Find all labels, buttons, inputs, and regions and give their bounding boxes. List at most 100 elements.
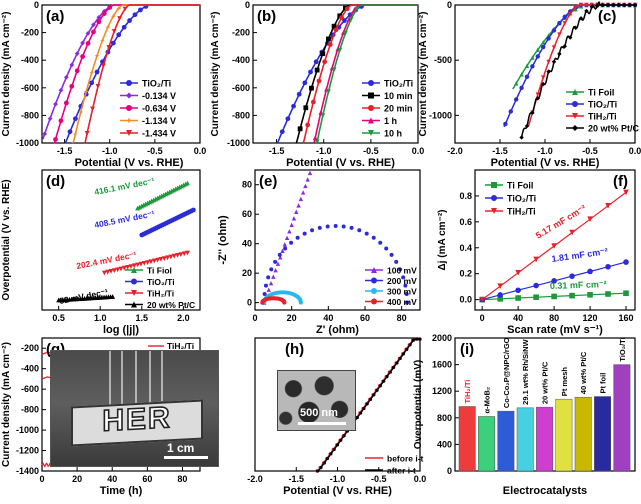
panel-a-series-marker (117, 16, 123, 21)
panel-a-xlabel: Potential (V vs. RHE) (75, 157, 184, 169)
panel-a-series-marker (96, 19, 102, 25)
panel-b-xtick-label: -1.0 (316, 146, 332, 156)
panel-a-series-marker (132, 12, 138, 18)
panel-f-series-marker (569, 273, 575, 279)
panel-e-series-marker (357, 228, 362, 233)
panel-a-series-marker (110, 13, 116, 19)
panel-e-legend-label: 300 mV (387, 287, 417, 297)
panel-b-series-marker (314, 67, 320, 73)
panel-c-xtick-label: -2.0 (447, 146, 463, 156)
panel-a-series-marker (58, 87, 64, 93)
panel-c-series-marker (562, 21, 567, 26)
panel-a-legend-marker (126, 80, 132, 86)
photo-scale-text: 1 cm (167, 441, 195, 455)
panel-f-series-marker (587, 292, 593, 298)
panel-d-ylabel: Overpotential (V vs. RHE) (1, 179, 12, 300)
panel-b-series-marker (310, 99, 316, 105)
panel-i-bar (594, 396, 612, 472)
panel-a-series-marker (94, 53, 100, 59)
panel-c-legend-marker (572, 101, 578, 107)
panel-a-series-line (64, 4, 200, 144)
panel-b-ylabel: Current density (mA cm⁻²) (210, 12, 221, 137)
panel-b-ytick-label: -600 (232, 83, 250, 93)
panel-e-series-marker (349, 225, 354, 230)
panel-c-series-marker (535, 54, 540, 59)
panel-c-series-marker (611, 2, 616, 8)
panel-c-legend-label: TiH₂/Ti (588, 112, 617, 122)
panel-i-bar (478, 416, 496, 472)
panel-i-bar (516, 407, 534, 472)
panel-e-legend-marker (371, 277, 377, 284)
panel-f-series-marker (497, 292, 503, 298)
panel-f-xtick-label: 40 (513, 313, 523, 323)
panel-c-series-line (512, 4, 635, 90)
panel-d-series-marker (190, 207, 196, 213)
panel-i-bar-label: 29.1 wt% Rh/SiNW (521, 338, 530, 404)
panel-a-series-marker (91, 22, 96, 28)
panel-d-series-marker (151, 258, 157, 264)
panel-i-bar (555, 398, 573, 472)
panel-a-legend-label: -0.134 V (142, 91, 176, 101)
panel-e-label: (e) (259, 173, 277, 190)
panel-a-ytick-label: -800 (21, 110, 39, 120)
panel-d-legend-label: TiH₂/Ti (147, 289, 174, 299)
panel-e-series-marker (302, 231, 307, 236)
panel-a-series-marker (127, 18, 132, 23)
panel-h-after-line-marker (359, 411, 363, 415)
panel-d-series-marker (138, 261, 144, 267)
panel-i-bar (574, 396, 592, 472)
panel-h-xtick-label: -2.0 (247, 474, 263, 484)
panel-e-series-marker (307, 170, 313, 176)
panel-f-series-marker (497, 283, 503, 290)
panel-a-series-marker (122, 6, 128, 12)
panel-b-series-marker (316, 78, 322, 84)
panel-c-series-marker (524, 123, 530, 129)
panel-h-after-line-marker (398, 356, 402, 361)
panel-b-series-marker (302, 80, 308, 86)
panel-f-legend-marker (491, 208, 497, 214)
panel-c-series-marker (600, 2, 605, 8)
panel-a-legend-label: -1.434 V (142, 129, 176, 139)
panel-d-series-marker (155, 257, 160, 263)
panel-c-series-marker (541, 75, 546, 80)
panel-d-legend-label: TiO₂/Ti (147, 277, 175, 287)
panel-a-series-marker (100, 37, 105, 43)
panel-a-series-marker (74, 68, 80, 74)
panel-f-ytick-label: 0.2 (459, 269, 472, 279)
panel-i-bar (536, 406, 554, 472)
panel-a-series-marker (63, 74, 69, 80)
panel-b-legend-marker (368, 130, 374, 136)
her-label: HER (102, 400, 173, 438)
panel-c-series-marker (616, 2, 621, 8)
panel-h-after-line-marker (411, 338, 415, 342)
panel-c-series-marker (551, 28, 557, 33)
panel-a-series-marker (83, 89, 89, 95)
panel-c-series-marker (551, 59, 557, 65)
panel-f-series-marker (569, 229, 575, 236)
panel-a-series-marker (90, 106, 95, 112)
panel-c-series-marker (508, 109, 513, 114)
panel-h-after-line-marker (342, 434, 346, 438)
panel-b-series-line (295, 4, 418, 144)
panel-b-ytick-label: -200 (232, 28, 250, 38)
panel-g-ytick-label: -1200 (16, 446, 39, 456)
panel-f-xtick-label: 0 (480, 313, 485, 323)
panel-h-after-line-marker (372, 393, 376, 397)
panel-a-legend-label: -0.634 V (142, 104, 176, 114)
panel-d-series-marker (135, 262, 141, 268)
panel-a-series-marker (91, 29, 96, 35)
panel-h-after-line-marker (405, 347, 409, 351)
panel-a-series-marker (106, 45, 112, 50)
panel-e-series-marker (287, 229, 292, 234)
panel-h-after-line-marker (322, 461, 326, 465)
panel-a-xtick-label: -1.5 (57, 146, 73, 156)
panel-h-xtick-label: 0.0 (414, 474, 427, 484)
panel-a-series-marker (105, 24, 111, 30)
panel-c-series-marker (530, 110, 535, 116)
panel-d-series-marker (165, 255, 170, 261)
panel-a-series-marker (85, 41, 91, 46)
panel-e-series-marker (289, 240, 294, 245)
panel-c-series-marker (557, 32, 562, 37)
panel-a-legend-label: TiO₂/Ti (142, 79, 171, 89)
panel-f-xtick-label: 120 (583, 313, 598, 323)
